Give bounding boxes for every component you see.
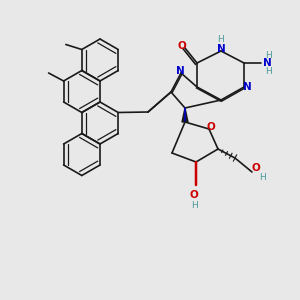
Text: O: O	[190, 190, 198, 200]
Text: O: O	[252, 163, 260, 173]
Text: N: N	[176, 66, 184, 76]
Text: H: H	[259, 172, 266, 182]
Text: O: O	[178, 41, 186, 51]
Polygon shape	[182, 108, 188, 122]
Text: O: O	[207, 122, 215, 132]
Text: N: N	[243, 82, 251, 92]
Text: H: H	[218, 34, 224, 43]
Text: H: H	[190, 200, 197, 209]
Text: H: H	[266, 67, 272, 76]
Text: H: H	[266, 50, 272, 59]
Text: N: N	[263, 58, 272, 68]
Text: N: N	[217, 44, 225, 54]
